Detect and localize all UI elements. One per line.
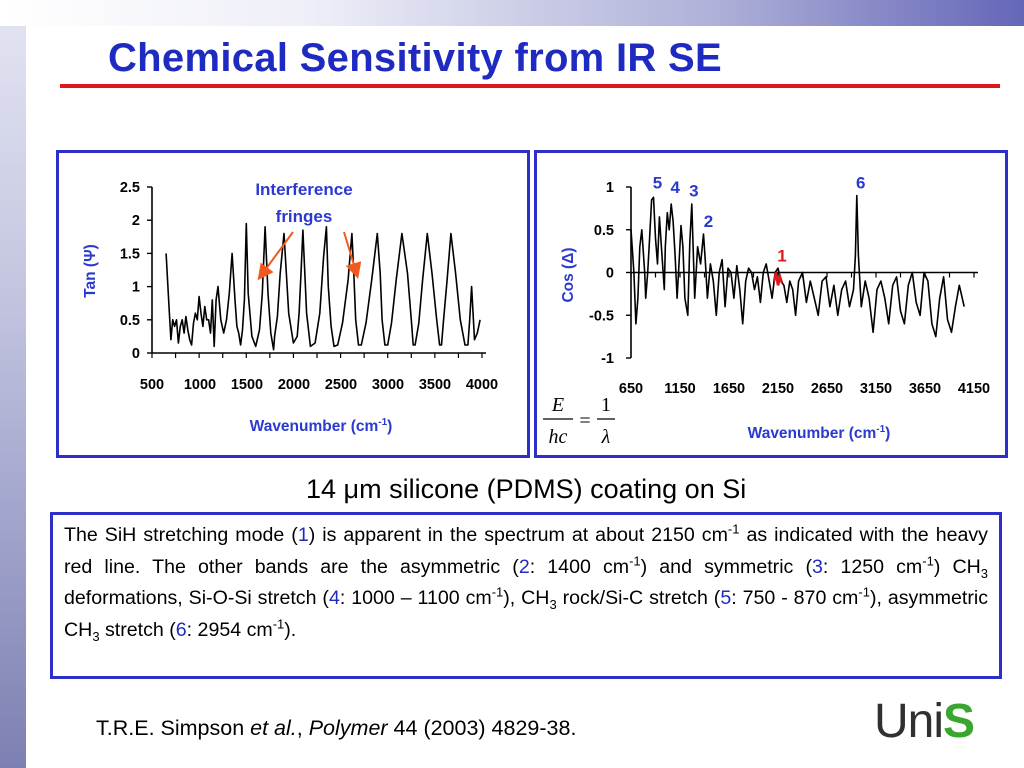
y-axis-title: Cos (Δ) [560, 247, 577, 302]
tan-psi-series-line [165, 222, 481, 351]
y-tick-label: 1.5 [120, 246, 140, 262]
x-tick-label: 2500 [325, 377, 357, 393]
desc-sup: -1 [922, 552, 934, 568]
equation-numerator-right: 1 [601, 394, 611, 416]
peak-label-6: 6 [856, 174, 865, 193]
x-axis-title: Wavenumber (cm-1) [250, 417, 393, 435]
desc-text: : 750 - 870 cm [731, 587, 859, 609]
cos-delta-chart: 10.50-0.5-1650 1150 1650 2150 2650 3150 3650 41… [543, 174, 990, 448]
x-tick-label: 1500 [231, 377, 263, 393]
x-tick-label: 3150 [860, 381, 892, 397]
x-tick-label: 1000 [184, 377, 216, 393]
band-number: 1 [297, 524, 309, 546]
desc-sup: -1 [727, 521, 740, 537]
peak-label-5: 5 [653, 174, 662, 193]
x-tick-label: 650 [619, 381, 643, 397]
desc-text: stretch ( [99, 618, 176, 641]
desc-sub: 3 [92, 628, 100, 644]
x-tick-label: 3650 [909, 381, 941, 397]
desc-sub: 3 [980, 565, 988, 581]
tan-psi-chart-panel: 0 0.5 1 1.5 2 2.5 500 1000 1500 2000 2500 3000 3500 4… [56, 150, 530, 458]
y-axis-title: Tan (Ψ) [82, 244, 99, 298]
desc-text: rock/Si-C stretch ( [556, 587, 721, 609]
y-tick-label: 0 [132, 346, 140, 362]
desc-text: : 1400 cm [529, 555, 630, 578]
x-tick-label: 2000 [278, 377, 310, 393]
y-tick-label: 1 [132, 280, 140, 296]
x-tick-label: 3000 [372, 377, 404, 393]
cos-delta-chart-panel: 1 0.5 0 -0.5 -1 650 1150 1650 2150 2650 3150 3650 41… [534, 150, 1008, 458]
x-tick-label: 2650 [811, 381, 843, 397]
slide-title: Chemical Sensitivity from IR SE [108, 36, 722, 80]
peak-label-2: 2 [704, 212, 713, 231]
band-number: 2 [518, 555, 530, 578]
tan-psi-chart: 0 0.5 1 1.5 2 2.5 500 1000 1500 2000 2500 3000 3500 4… [82, 180, 498, 435]
x-tick-label: 3500 [419, 377, 451, 393]
equation-denominator-right: λ [601, 426, 611, 448]
citation: T.R.E. Simpson et al., Polymer 44 (2003)… [96, 716, 576, 741]
citation-journal: Polymer [308, 716, 388, 740]
desc-text: : 1250 cm [822, 555, 923, 578]
x-tick-label: 2150 [762, 381, 794, 397]
slide-top-decoration [0, 0, 1024, 26]
desc-text: : 1000 – 1100 cm [339, 587, 492, 609]
logo-text: Uni [874, 695, 944, 748]
x-tick-label: 1650 [713, 381, 745, 397]
x-axis-title: Wavenumber (cm-1) [748, 424, 891, 442]
desc-text: ) and symmetric ( [640, 555, 812, 578]
interference-annotation: Interference fringes [255, 180, 352, 226]
y-tick-label: 0.5 [120, 313, 140, 329]
x-tick-label: 4000 [466, 377, 498, 393]
desc-text: deformations, Si-O-Si stretch ( [64, 587, 329, 609]
y-tick-label: 1 [606, 180, 614, 196]
desc-sup: -1 [272, 615, 285, 631]
title-underline [60, 84, 1000, 88]
citation-etal: et al. [250, 716, 297, 740]
y-tick-label: 2 [132, 213, 140, 229]
band-number: 5 [720, 587, 732, 609]
band-number: 3 [811, 555, 823, 578]
peak-label-1: 1 [777, 246, 786, 265]
desc-text: The SiH stretching mode ( [64, 524, 298, 546]
sample-description: 14 μm silicone (PDMS) coating on Si [306, 474, 747, 504]
desc-text: : 2954 cm [186, 618, 273, 641]
equation-numerator-left: E [551, 394, 564, 416]
y-tick-label: 0.5 [594, 223, 614, 239]
desc-text: ), asymmetric CH [64, 587, 988, 641]
citation-separator: , [296, 716, 309, 740]
desc-sub: 3 [549, 596, 557, 612]
band-number: 6 [175, 618, 187, 641]
x-tick-label: 500 [140, 377, 164, 393]
peak-label-4: 4 [670, 178, 680, 197]
annotation-arrow [257, 231, 294, 281]
citation-authors: T.R.E. Simpson [96, 716, 251, 740]
desc-sup: -1 [858, 584, 870, 600]
y-tick-label: -0.5 [589, 308, 614, 324]
y-tick-label: 0 [606, 266, 614, 282]
y-tick-label: -1 [601, 351, 614, 367]
desc-sup: -1 [629, 552, 641, 568]
desc-text: ) is apparent in the spectrum at about 2… [308, 524, 728, 546]
y-tick-label: 2.5 [120, 180, 140, 196]
desc-text: ), CH [503, 587, 550, 609]
explanation-text-box: The SiH stretching mode (1) is apparent … [50, 512, 1002, 679]
desc-text: as indicated with the heavy red line. Th… [64, 524, 988, 578]
annotation-arrow [343, 231, 362, 279]
equation-equals: = [579, 410, 590, 432]
unis-logo: UniS [874, 695, 975, 748]
equation-denominator-left: hc [549, 426, 568, 448]
band-number: 4 [328, 587, 340, 609]
logo-s-mark: S [943, 695, 975, 748]
citation-reference: 44 (2003) 4829-38. [387, 716, 577, 740]
sih-highlight-line [772, 271, 784, 286]
x-tick-label: 4150 [958, 381, 990, 397]
desc-sup: -1 [491, 584, 504, 600]
desc-text: ). [284, 618, 297, 641]
desc-text: ) CH [933, 555, 981, 578]
x-tick-label: 1150 [664, 381, 695, 397]
cos-delta-series-line [630, 194, 965, 338]
slide-side-decoration [0, 0, 26, 768]
peak-label-3: 3 [689, 181, 698, 200]
